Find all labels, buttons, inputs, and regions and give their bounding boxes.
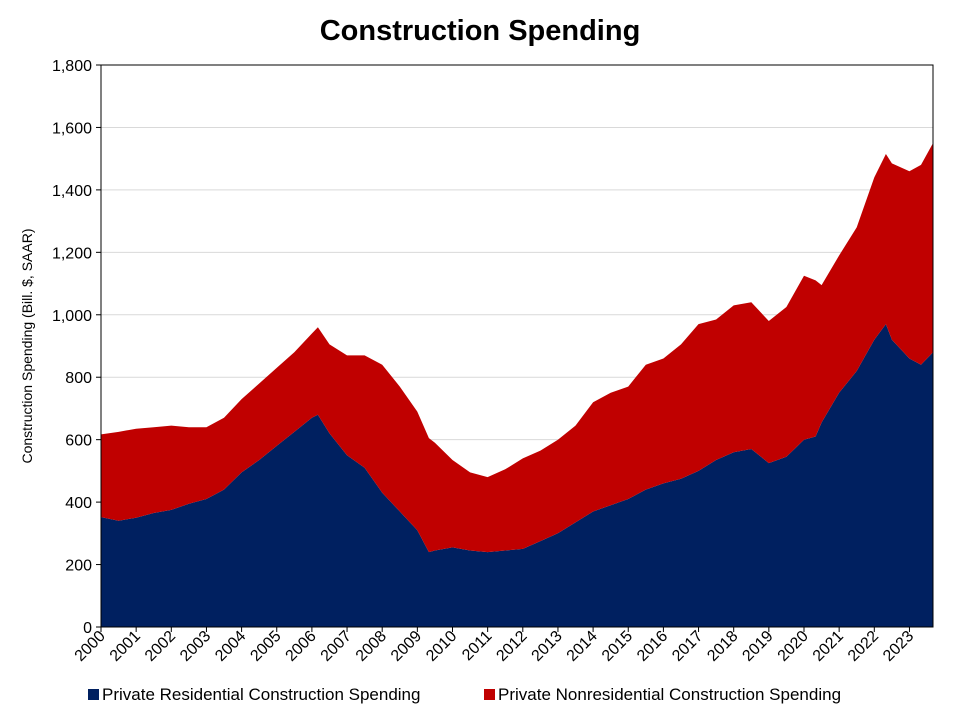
x-tick-label: 2000	[72, 628, 109, 665]
x-tick-label: 2002	[142, 628, 179, 665]
y-tick-label: 1,000	[52, 308, 92, 325]
series-area-1	[101, 143, 933, 553]
y-axis-label: Construction Spending (Bill. $, SAAR)	[19, 229, 35, 464]
plot-frame	[100, 64, 934, 628]
x-tick-label: 2006	[283, 628, 320, 665]
y-tick-label: 0	[83, 620, 92, 637]
x-tick-label: 2003	[177, 628, 214, 665]
legend-label-0: Private Residential Construction Spendin…	[102, 685, 420, 704]
chart-title: Construction Spending	[320, 15, 641, 47]
x-axis: 2000200120022003200420052006200720082009…	[72, 627, 917, 665]
x-tick-label: 2021	[810, 628, 847, 665]
y-tick-label: 1,600	[52, 120, 92, 137]
y-tick-label: 1,800	[52, 58, 92, 75]
legend-swatch-0	[88, 689, 99, 700]
y-tick-label: 400	[65, 495, 92, 512]
plot-areas	[101, 143, 933, 627]
y-tick-label: 200	[65, 558, 92, 575]
x-tick-label: 2012	[493, 628, 530, 665]
y-axis: 0 200 400 600 800 1,000 1,200 1,400 1,600 1,800	[52, 58, 101, 637]
x-tick-label: 2013	[529, 628, 566, 665]
x-tick-label: 2017	[669, 628, 706, 665]
x-tick-label: 2014	[564, 628, 601, 665]
legend-label-1: Private Nonresidential Construction Spen…	[498, 685, 841, 704]
x-tick-label: 2004	[212, 628, 249, 665]
x-tick-label: 2001	[107, 628, 144, 665]
x-tick-label: 2020	[775, 628, 812, 665]
legend-swatch-1	[484, 689, 495, 700]
x-tick-label: 2022	[845, 628, 882, 665]
x-tick-label: 2007	[318, 628, 355, 665]
x-tick-label: 2023	[880, 628, 917, 665]
x-tick-label: 2011	[459, 628, 495, 664]
x-tick-label: 2018	[704, 628, 741, 665]
x-tick-label: 2015	[599, 628, 636, 665]
legend: Private Residential Construction Spendin…	[88, 685, 841, 704]
series-area-0	[101, 324, 933, 627]
y-tick-label: 1,400	[52, 183, 92, 200]
x-tick-label: 2009	[388, 628, 425, 665]
y-tick-label: 800	[65, 370, 92, 387]
x-tick-label: 2010	[423, 628, 460, 665]
y-tick-label: 600	[65, 433, 92, 450]
x-tick-label: 2005	[247, 628, 284, 665]
x-tick-label: 2008	[353, 628, 390, 665]
x-tick-label: 2019	[739, 628, 776, 665]
x-tick-label: 2016	[634, 628, 671, 665]
y-tick-label: 1,200	[52, 245, 92, 262]
